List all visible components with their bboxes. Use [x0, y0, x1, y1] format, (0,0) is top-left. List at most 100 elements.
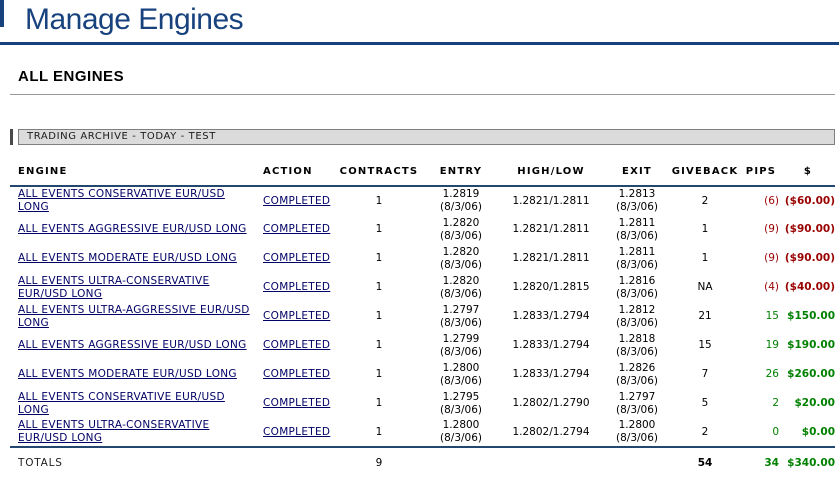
pips-value: (6)	[764, 194, 779, 207]
exit-date: (8/3/06)	[616, 316, 658, 329]
left-accent-bar	[0, 0, 4, 27]
exit-value: 1.2818 (8/3/06)	[605, 331, 669, 360]
action-link[interactable]: COMPLETED	[263, 339, 331, 351]
action-link[interactable]: COMPLETED	[263, 425, 331, 438]
entry-price: 1.2820	[442, 216, 480, 229]
action-link[interactable]: COMPLETED	[263, 281, 331, 293]
section-title: ALL ENGINES	[18, 68, 125, 85]
entry-date: (8/3/06)	[440, 374, 482, 387]
page-title: Manage Engines	[25, 3, 244, 36]
exit-price: 1.2800	[618, 419, 656, 431]
header-row: ENGINE ACTION CONTRACTS ENTRY HIGH/LOW E…	[10, 166, 835, 187]
dollars-value: $260.00	[787, 368, 835, 380]
pips-value: 0	[772, 425, 779, 438]
dollars-value: $150.00	[787, 310, 835, 322]
dollars-value: ($90.00)	[784, 252, 835, 264]
exit-value: 1.2812 (8/3/06)	[605, 302, 669, 331]
action-link[interactable]: COMPLETED	[263, 397, 331, 409]
giveback-value: 2	[701, 425, 709, 438]
engine-link[interactable]: ALL EVENTS CONSERVATIVE EUR/USD LONG	[18, 188, 225, 213]
giveback-value: 15	[698, 339, 712, 351]
dollars-value: $190.00	[787, 339, 835, 351]
totals-pips: 34	[741, 446, 781, 479]
exit-date: (8/3/06)	[616, 229, 658, 242]
engine-link[interactable]: ALL EVENTS ULTRA-CONSERVATIVE EUR/USD LO…	[18, 419, 210, 444]
exit-date: (8/3/06)	[616, 403, 658, 416]
giveback-value: 7	[701, 368, 709, 380]
entry-value: 1.2795 (8/3/06)	[425, 389, 497, 418]
exit-value: 1.2811 (8/3/06)	[605, 244, 669, 273]
engine-link[interactable]: ALL EVENTS MODERATE EUR/USD LONG	[18, 368, 237, 380]
pips-value: 26	[765, 368, 779, 380]
entry-date: (8/3/06)	[440, 316, 482, 329]
totals-row: TOTALS 9 54 34 $340.00	[10, 446, 835, 479]
highlow-value: 1.2821/1.2811	[512, 223, 590, 235]
trading-archive-header[interactable]: TRADING ARCHIVE - TODAY - TEST	[10, 129, 835, 145]
highlow-value: 1.2820/1.2815	[512, 281, 590, 293]
highlow-value: 1.2833/1.2794	[512, 368, 590, 380]
action-link[interactable]: COMPLETED	[263, 194, 331, 207]
table-row: ALL EVENTS MODERATE EUR/USD LONG COMPLET…	[10, 360, 835, 389]
exit-value: 1.2826 (8/3/06)	[605, 360, 669, 389]
contracts-value: 1	[375, 194, 383, 207]
dollars-value: ($60.00)	[784, 194, 835, 207]
engine-link[interactable]: ALL EVENTS CONSERVATIVE EUR/USD LONG	[18, 390, 225, 416]
exit-value: 1.2813 (8/3/06)	[605, 186, 669, 215]
trading-archive-bar-label: TRADING ARCHIVE - TODAY - TEST	[18, 129, 835, 145]
table-row: ALL EVENTS ULTRA-CONSERVATIVE EUR/USD LO…	[10, 273, 835, 302]
highlow-value: 1.2833/1.2794	[512, 339, 590, 351]
engine-link[interactable]: ALL EVENTS AGGRESSIVE EUR/USD LONG	[18, 223, 247, 235]
contracts-value: 1	[375, 281, 383, 293]
entry-date: (8/3/06)	[440, 229, 482, 242]
exit-date: (8/3/06)	[616, 258, 658, 271]
exit-price: 1.2826	[618, 361, 656, 374]
engine-link[interactable]: ALL EVENTS AGGRESSIVE EUR/USD LONG	[18, 339, 247, 351]
entry-date: (8/3/06)	[440, 432, 482, 444]
giveback-value: 21	[698, 310, 712, 322]
contracts-value: 1	[375, 425, 383, 438]
col-header-engine: ENGINE	[10, 166, 263, 187]
exit-value: 1.2800 (8/3/06)	[605, 418, 669, 447]
contracts-value: 1	[375, 252, 383, 264]
action-link[interactable]: COMPLETED	[263, 252, 331, 264]
col-header-giveback: GIVEBACK	[669, 166, 741, 187]
highlow-value: 1.2821/1.2811	[512, 194, 590, 207]
col-header-pips: PIPS	[741, 166, 781, 187]
pips-value: (9)	[764, 223, 779, 235]
exit-date: (8/3/06)	[616, 345, 658, 358]
highlow-value: 1.2821/1.2811	[512, 252, 590, 264]
col-header-exit: EXIT	[605, 166, 669, 187]
engine-link[interactable]: ALL EVENTS ULTRA-CONSERVATIVE EUR/USD LO…	[18, 274, 210, 300]
exit-value: 1.2816 (8/3/06)	[605, 273, 669, 302]
table-row: ALL EVENTS ULTRA-CONSERVATIVE EUR/USD LO…	[10, 418, 835, 447]
entry-date: (8/3/06)	[440, 403, 482, 416]
pips-value: 19	[765, 339, 779, 351]
action-link[interactable]: COMPLETED	[263, 368, 331, 380]
exit-price: 1.2811	[618, 216, 656, 229]
giveback-value: 1	[701, 252, 709, 264]
dollars-value: ($40.00)	[784, 281, 835, 293]
dollars-value: $0.00	[801, 425, 835, 438]
entry-price: 1.2820	[442, 245, 480, 258]
totals-giveback: 54	[669, 446, 741, 479]
entry-price: 1.2800	[442, 361, 480, 374]
action-link[interactable]: COMPLETED	[263, 310, 331, 322]
exit-date: (8/3/06)	[616, 432, 658, 444]
entry-date: (8/3/06)	[440, 201, 482, 213]
contracts-value: 1	[375, 368, 383, 380]
engine-link[interactable]: ALL EVENTS ULTRA-AGGRESSIVE EUR/USD LONG	[18, 303, 250, 329]
entry-value: 1.2800 (8/3/06)	[425, 418, 497, 447]
table-row: ALL EVENTS CONSERVATIVE EUR/USD LONG COM…	[10, 389, 835, 418]
pips-value: 2	[772, 397, 779, 409]
entry-date: (8/3/06)	[440, 258, 482, 271]
highlow-value: 1.2802/1.2790	[512, 397, 590, 409]
highlow-value: 1.2833/1.2794	[512, 310, 590, 322]
engines-table: ENGINE ACTION CONTRACTS ENTRY HIGH/LOW E…	[10, 166, 835, 479]
entry-price: 1.2799	[442, 332, 480, 345]
action-link[interactable]: COMPLETED	[263, 223, 331, 235]
entry-price: 1.2819	[442, 188, 480, 200]
col-header-action: ACTION	[263, 166, 333, 187]
giveback-value: 1	[701, 223, 709, 235]
engine-link[interactable]: ALL EVENTS MODERATE EUR/USD LONG	[18, 252, 237, 264]
pips-value: 15	[765, 310, 779, 322]
